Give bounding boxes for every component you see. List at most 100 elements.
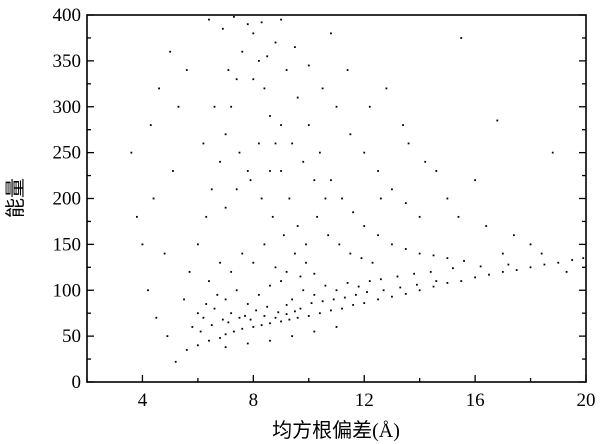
data-point <box>330 310 332 312</box>
data-point <box>460 280 462 282</box>
data-point <box>516 269 518 271</box>
data-point <box>258 143 260 145</box>
data-point <box>277 311 279 313</box>
data-point <box>391 188 393 190</box>
data-point <box>241 51 243 53</box>
data-point <box>203 317 205 319</box>
data-point <box>355 294 357 296</box>
data-point <box>200 331 202 333</box>
data-point <box>264 243 266 245</box>
data-point <box>352 304 354 306</box>
data-point <box>205 303 207 305</box>
data-point <box>308 65 310 67</box>
y-tick-label: 50 <box>62 326 81 347</box>
data-point <box>419 289 421 291</box>
data-point <box>236 188 238 190</box>
data-point <box>297 317 299 319</box>
y-tick-labels: 050100150200250300350400 <box>53 5 82 393</box>
data-point <box>294 253 296 255</box>
data-point <box>300 276 302 278</box>
data-point <box>225 133 227 135</box>
data-point <box>302 161 304 163</box>
data-point <box>275 42 277 44</box>
data-point <box>513 234 515 236</box>
data-point <box>325 285 327 287</box>
y-tick-label: 0 <box>72 372 82 393</box>
data-point <box>300 308 302 310</box>
data-point <box>358 286 360 288</box>
data-point <box>158 88 160 90</box>
data-point <box>313 273 315 275</box>
data-point <box>366 291 368 293</box>
data-point <box>164 253 166 255</box>
data-point <box>266 55 268 57</box>
data-point <box>347 69 349 71</box>
data-point <box>222 28 224 30</box>
data-point <box>397 276 399 278</box>
data-point <box>178 106 180 108</box>
data-point <box>361 257 363 259</box>
data-point <box>169 51 171 53</box>
data-point <box>130 152 132 154</box>
data-point <box>288 198 290 200</box>
data-point <box>369 106 371 108</box>
data-point <box>175 361 177 363</box>
data-point <box>222 319 224 321</box>
data-point <box>250 319 252 321</box>
data-point <box>247 303 249 305</box>
data-point <box>264 88 266 90</box>
data-point <box>344 297 346 299</box>
data-point <box>399 287 401 289</box>
data-point <box>474 277 476 279</box>
data-point <box>336 106 338 108</box>
data-point <box>458 216 460 218</box>
data-point <box>496 120 498 122</box>
data-point <box>433 254 435 256</box>
data-point <box>269 285 271 287</box>
data-point <box>352 211 354 213</box>
data-point <box>502 271 504 273</box>
data-point <box>297 225 299 227</box>
data-point <box>252 78 254 80</box>
data-point <box>380 198 382 200</box>
data-point <box>557 262 559 264</box>
data-point <box>208 340 210 342</box>
data-point <box>261 21 263 23</box>
data-point <box>308 124 310 126</box>
data-point <box>205 216 207 218</box>
data-point <box>369 280 371 282</box>
data-point <box>313 179 315 181</box>
data-point <box>377 234 379 236</box>
data-point <box>349 133 351 135</box>
data-point <box>239 317 241 319</box>
data-point <box>241 253 243 255</box>
data-point <box>247 23 249 25</box>
data-point <box>313 294 315 296</box>
y-tick-label: 100 <box>53 280 82 301</box>
data-point <box>291 299 293 301</box>
x-tick-label: 16 <box>466 390 485 411</box>
x-tick-label: 8 <box>249 390 259 411</box>
data-point <box>261 198 263 200</box>
data-point <box>227 321 229 323</box>
data-point <box>266 306 268 308</box>
data-point <box>405 202 407 204</box>
data-point <box>286 313 288 315</box>
data-point <box>544 264 546 266</box>
data-point <box>172 170 174 172</box>
data-point <box>416 284 418 286</box>
data-point <box>239 152 241 154</box>
data-point <box>269 170 271 172</box>
data-point <box>208 280 210 282</box>
data-point <box>319 152 321 154</box>
data-point <box>147 289 149 291</box>
data-point <box>391 296 393 298</box>
data-point <box>275 143 277 145</box>
data-points <box>130 16 584 363</box>
data-point <box>280 124 282 126</box>
y-axis-title: 能量 <box>4 178 27 218</box>
data-point <box>155 317 157 319</box>
data-point <box>383 289 385 291</box>
data-point <box>446 198 448 200</box>
data-point <box>322 300 324 302</box>
